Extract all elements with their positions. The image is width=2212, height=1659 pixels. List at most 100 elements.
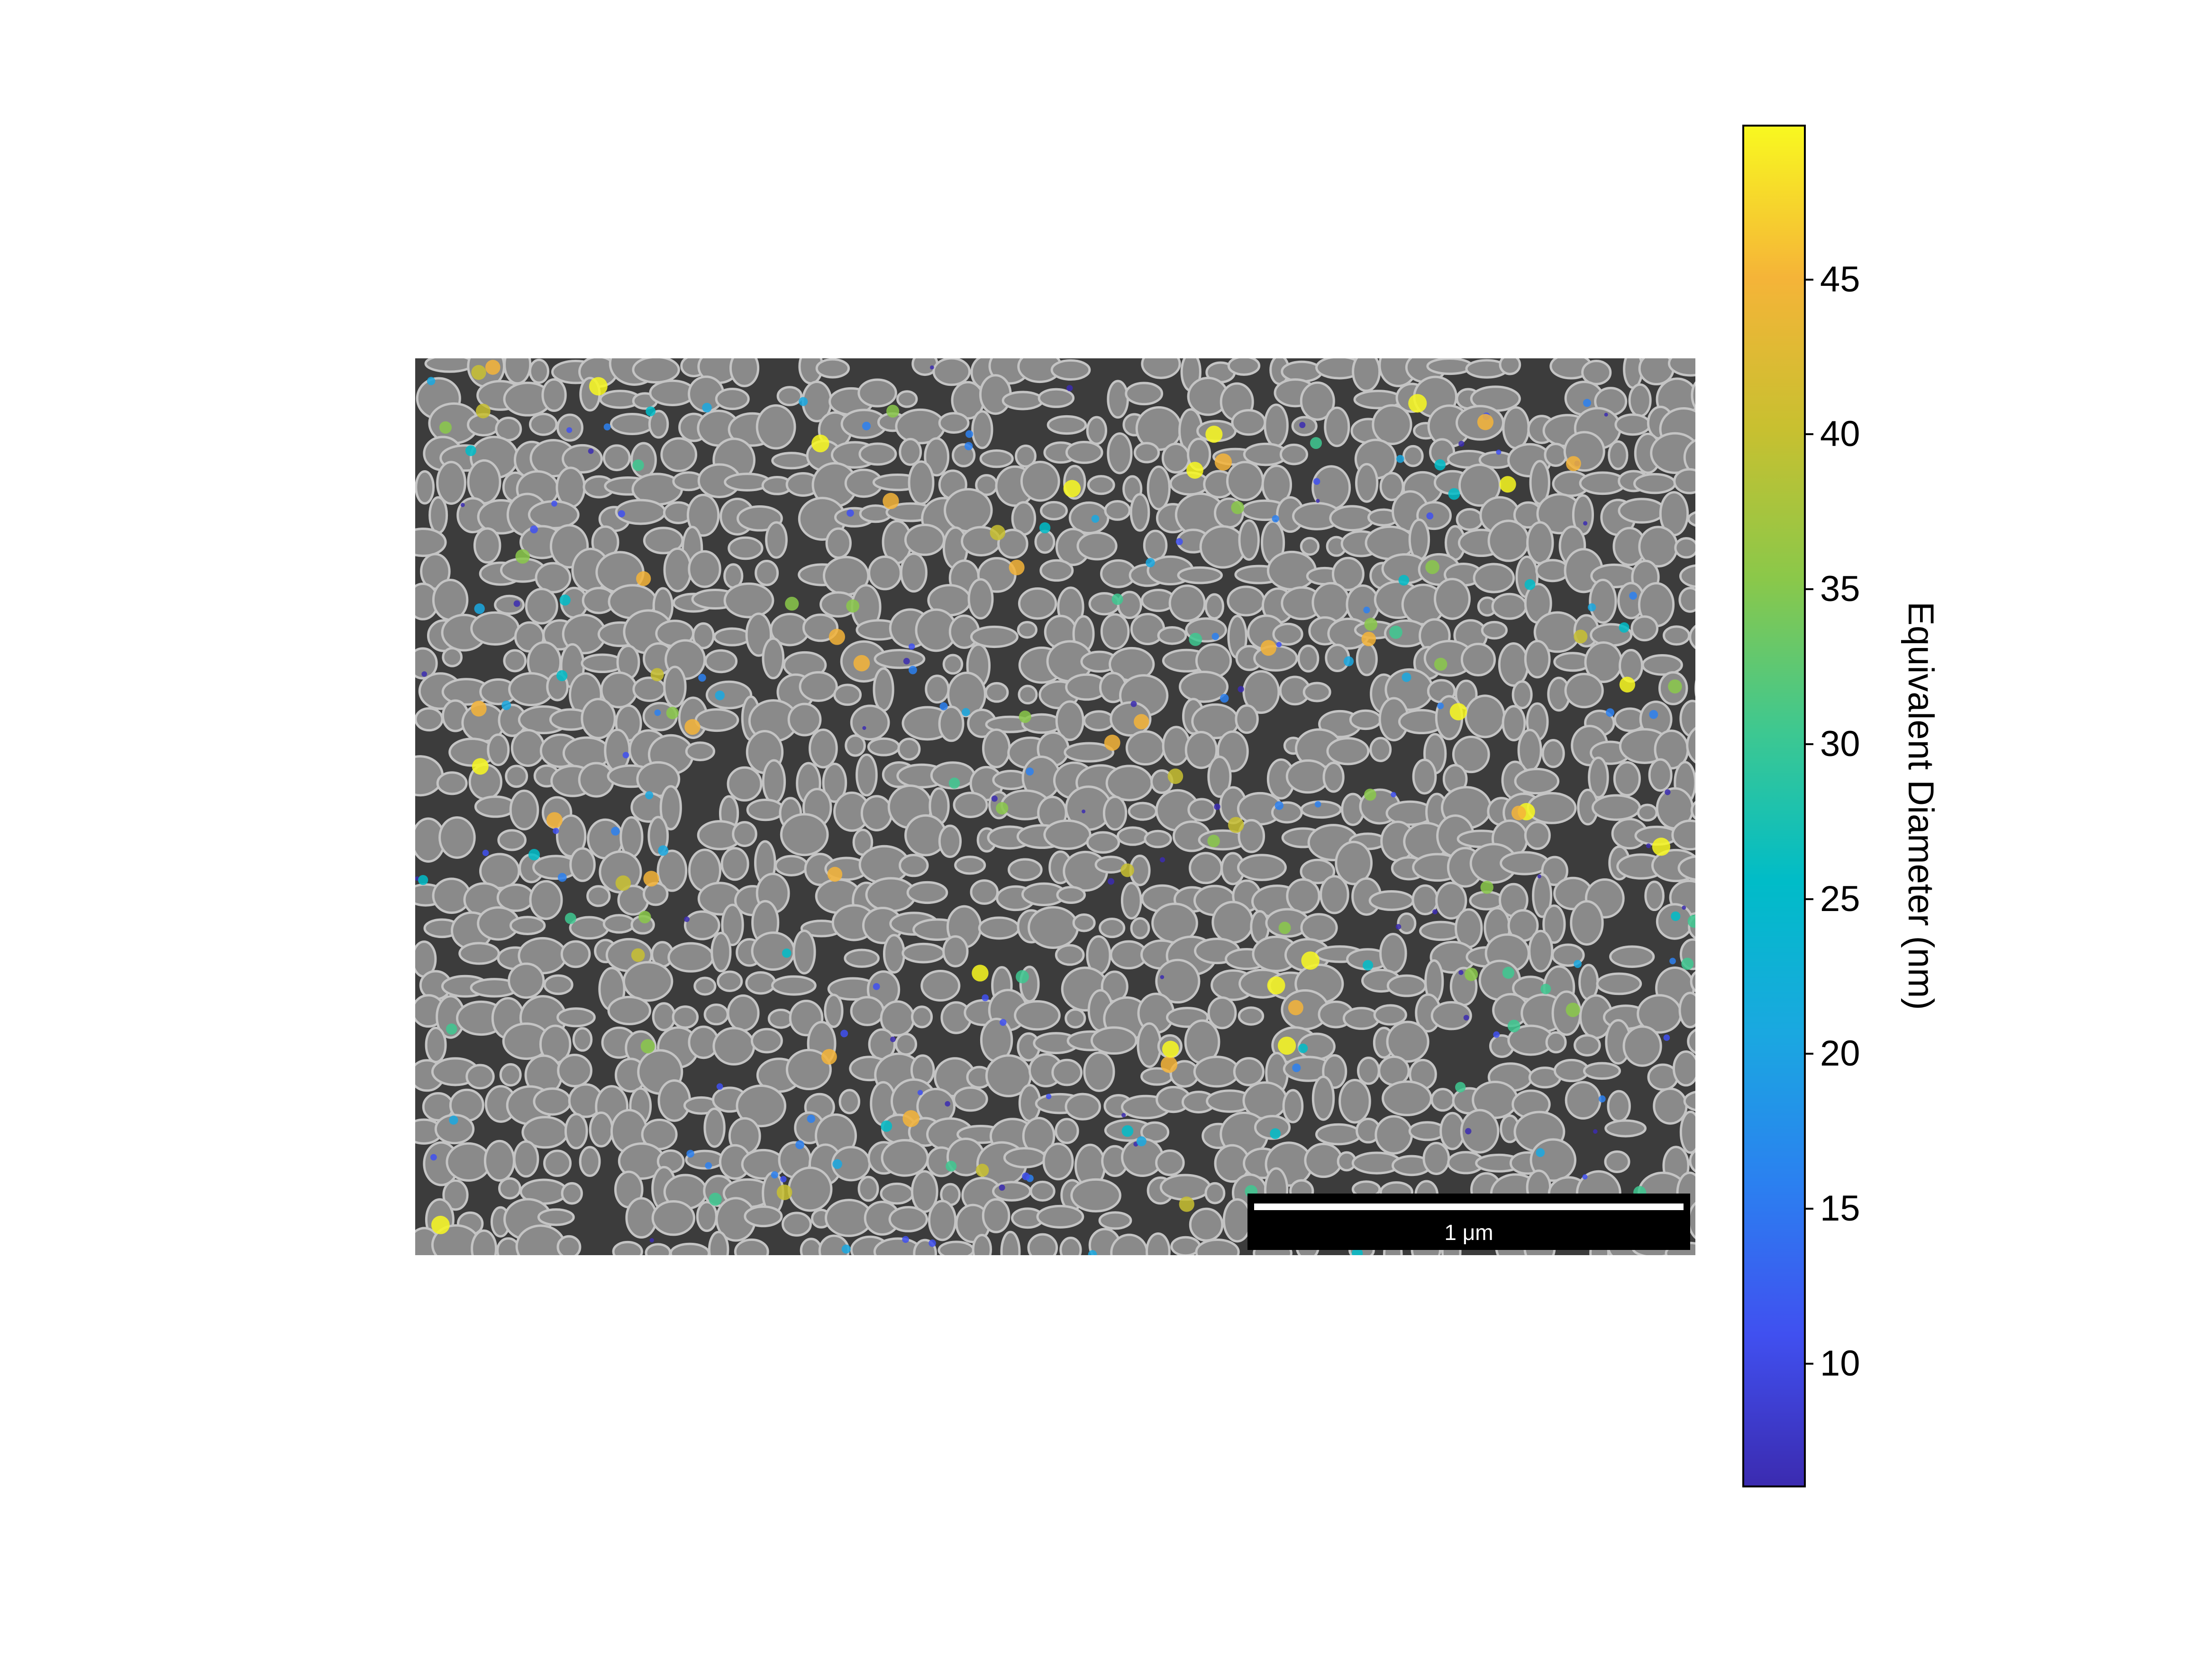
particle bbox=[1342, 1007, 1380, 1030]
particle bbox=[1426, 358, 1474, 375]
particle bbox=[1527, 792, 1577, 824]
particle bbox=[1502, 705, 1526, 741]
particle bbox=[1090, 1026, 1138, 1055]
particle bbox=[1125, 730, 1165, 766]
particle bbox=[1189, 1207, 1224, 1242]
particle bbox=[1565, 1081, 1602, 1120]
small-particle-marker bbox=[999, 1184, 1005, 1191]
particle bbox=[543, 1149, 572, 1177]
small-particle-marker bbox=[1449, 703, 1467, 720]
particle bbox=[1673, 468, 1695, 494]
particle bbox=[1630, 615, 1659, 642]
small-particle-marker bbox=[1205, 426, 1223, 443]
small-particle-marker bbox=[471, 701, 487, 717]
particle bbox=[815, 358, 850, 379]
particle bbox=[967, 578, 994, 620]
particle bbox=[767, 1008, 794, 1029]
small-particle-marker bbox=[1395, 924, 1402, 930]
small-particle-marker bbox=[1671, 911, 1681, 921]
particle bbox=[1282, 1089, 1304, 1123]
small-particle-marker bbox=[658, 845, 669, 856]
particle bbox=[659, 785, 682, 830]
particle bbox=[906, 881, 948, 904]
small-particle-marker bbox=[553, 828, 559, 834]
particle bbox=[503, 649, 527, 673]
particle bbox=[688, 550, 721, 588]
particle bbox=[1311, 582, 1350, 623]
particle bbox=[888, 1206, 928, 1232]
particle bbox=[473, 527, 501, 564]
particle bbox=[581, 698, 616, 739]
small-particle-marker bbox=[847, 509, 854, 517]
particle bbox=[1227, 358, 1261, 376]
small-particle-marker bbox=[1160, 1056, 1178, 1073]
small-particle-marker bbox=[1682, 905, 1686, 910]
small-particle-marker bbox=[1136, 1136, 1147, 1147]
small-particle-marker bbox=[1167, 768, 1183, 784]
particle bbox=[908, 460, 935, 505]
particle bbox=[1168, 584, 1206, 622]
small-particle-marker bbox=[566, 427, 573, 433]
particle bbox=[971, 410, 993, 449]
small-particle-marker bbox=[1434, 459, 1446, 471]
particle bbox=[1379, 933, 1407, 974]
small-particle-marker bbox=[982, 994, 989, 1002]
particle bbox=[533, 1087, 572, 1116]
scale-bar-line bbox=[1254, 1203, 1684, 1210]
particle bbox=[1195, 1238, 1240, 1255]
small-particle-marker bbox=[1009, 559, 1025, 575]
particle bbox=[602, 444, 631, 472]
particle bbox=[483, 1139, 515, 1182]
particle bbox=[1107, 432, 1133, 474]
small-particle-marker bbox=[632, 459, 644, 471]
small-particle-marker bbox=[1582, 1174, 1588, 1180]
small-particle-marker bbox=[684, 916, 690, 922]
small-particle-marker bbox=[1063, 480, 1081, 498]
particle bbox=[1065, 1008, 1086, 1029]
particle bbox=[938, 412, 970, 434]
small-particle-marker bbox=[890, 1036, 896, 1042]
small-particle-marker bbox=[645, 791, 654, 800]
particle bbox=[1622, 1025, 1662, 1067]
particle bbox=[713, 627, 751, 647]
small-particle-marker bbox=[1665, 789, 1671, 795]
particle bbox=[663, 547, 692, 592]
particle bbox=[1551, 943, 1585, 967]
particle bbox=[1386, 974, 1427, 997]
small-particle-marker bbox=[1663, 1034, 1670, 1041]
small-particle-marker bbox=[557, 873, 567, 882]
particle bbox=[632, 358, 680, 384]
particle bbox=[850, 996, 885, 1026]
particle bbox=[845, 734, 866, 757]
scale-bar-label: 1 μm bbox=[1444, 1220, 1493, 1245]
particle bbox=[920, 970, 961, 1002]
particle bbox=[1146, 1232, 1171, 1255]
small-particle-marker bbox=[1493, 1031, 1500, 1038]
particle bbox=[1086, 416, 1108, 445]
particle bbox=[1608, 440, 1629, 470]
small-particle-marker bbox=[709, 1193, 722, 1206]
small-particle-marker bbox=[1524, 579, 1536, 590]
colorbar bbox=[1742, 125, 1806, 1487]
particle bbox=[970, 879, 999, 905]
small-particle-marker bbox=[827, 866, 843, 882]
particle bbox=[982, 728, 1011, 768]
particle bbox=[1017, 620, 1038, 639]
particle bbox=[1679, 1111, 1695, 1154]
small-particle-marker bbox=[1426, 512, 1434, 520]
particle bbox=[1528, 930, 1554, 973]
particle bbox=[904, 523, 946, 556]
particle bbox=[822, 762, 847, 803]
particle bbox=[1285, 759, 1330, 794]
particle bbox=[776, 386, 803, 406]
colorbar-tick-label: 45 bbox=[1820, 259, 1860, 300]
particle bbox=[1686, 727, 1695, 764]
particle bbox=[572, 1027, 593, 1052]
small-particle-marker bbox=[716, 1083, 723, 1090]
small-particle-marker bbox=[1121, 1112, 1126, 1118]
particle bbox=[780, 813, 829, 857]
particle bbox=[858, 442, 897, 466]
particle bbox=[612, 1240, 643, 1255]
small-particle-marker bbox=[1111, 593, 1123, 605]
particle bbox=[569, 847, 596, 882]
